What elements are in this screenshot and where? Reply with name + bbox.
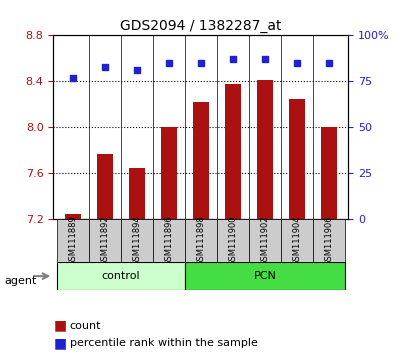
FancyBboxPatch shape <box>281 219 312 262</box>
Point <box>197 60 204 66</box>
Text: GSM111902: GSM111902 <box>260 216 269 266</box>
FancyBboxPatch shape <box>56 219 88 262</box>
Point <box>101 64 108 69</box>
Bar <box>160 127 176 219</box>
FancyBboxPatch shape <box>56 262 184 290</box>
Text: percentile rank within the sample: percentile rank within the sample <box>70 338 257 348</box>
Bar <box>256 80 272 219</box>
FancyBboxPatch shape <box>312 219 344 262</box>
Text: GSM111896: GSM111896 <box>164 215 173 266</box>
Text: ■: ■ <box>53 336 66 350</box>
Point <box>69 75 76 81</box>
Text: control: control <box>101 271 139 281</box>
Point <box>325 60 332 66</box>
Text: GSM111898: GSM111898 <box>196 215 205 266</box>
Text: ■: ■ <box>53 319 66 333</box>
FancyBboxPatch shape <box>153 219 184 262</box>
Bar <box>288 99 304 219</box>
FancyBboxPatch shape <box>184 262 344 290</box>
Bar <box>97 154 112 219</box>
Text: GSM111889: GSM111889 <box>68 215 77 266</box>
FancyBboxPatch shape <box>184 219 216 262</box>
Text: GSM111904: GSM111904 <box>292 216 301 266</box>
Point <box>133 68 139 73</box>
Bar <box>320 127 337 219</box>
Point <box>261 57 268 62</box>
Bar <box>192 102 209 219</box>
Point <box>229 57 236 62</box>
FancyBboxPatch shape <box>88 219 120 262</box>
Text: GSM111900: GSM111900 <box>228 216 237 266</box>
Bar <box>128 168 144 219</box>
Text: count: count <box>70 321 101 331</box>
FancyBboxPatch shape <box>216 219 248 262</box>
Point <box>293 60 300 66</box>
Text: GSM111892: GSM111892 <box>100 215 109 266</box>
Text: agent: agent <box>4 276 36 286</box>
Text: GSM111894: GSM111894 <box>132 215 141 266</box>
Point <box>165 60 172 66</box>
Bar <box>225 84 240 219</box>
FancyBboxPatch shape <box>248 219 281 262</box>
Text: GSM111906: GSM111906 <box>324 215 333 266</box>
FancyBboxPatch shape <box>120 219 153 262</box>
Title: GDS2094 / 1382287_at: GDS2094 / 1382287_at <box>120 19 281 33</box>
Text: PCN: PCN <box>253 271 276 281</box>
Bar <box>64 214 81 219</box>
